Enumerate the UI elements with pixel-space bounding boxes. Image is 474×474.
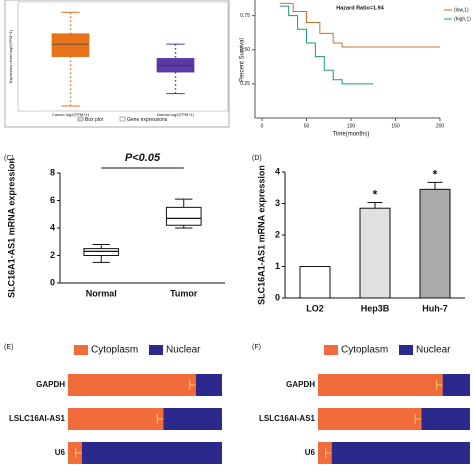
bar-segment <box>68 442 82 464</box>
y-tick-label: 0.25 <box>240 81 250 87</box>
bar <box>419 188 451 299</box>
legend-label: Nuclear <box>166 345 201 356</box>
panel-label: (F) <box>252 344 261 351</box>
bar-segment <box>318 374 443 396</box>
panel-label: (E) <box>4 344 13 351</box>
y-tick-label: U6 <box>305 448 316 457</box>
x-tick-label: Hep3B <box>361 303 390 313</box>
box <box>165 206 202 226</box>
x-axis-label: Time(months) <box>333 132 370 138</box>
bar-segment <box>318 442 332 464</box>
x-tick-label: Tumor <box>170 288 198 298</box>
y-tick-label: LSLC16AI-AS1 <box>259 414 316 423</box>
y-tick-label: U6 <box>55 448 66 457</box>
y-tick-label: GAPDH <box>286 380 315 389</box>
y-tick-label: 8 <box>50 167 55 177</box>
bar-segment <box>81 442 222 464</box>
y-tick-label: 0 <box>50 277 55 287</box>
y-tick-label: 4 <box>50 222 55 232</box>
legend-swatch <box>399 345 413 355</box>
annotation: P<0.05 <box>125 152 161 164</box>
box <box>83 248 120 256</box>
bar-segment <box>195 374 222 396</box>
bar <box>299 266 331 299</box>
bar-segment <box>442 374 470 396</box>
panel-label: (D) <box>252 155 262 162</box>
panel-label: (C) <box>4 155 14 162</box>
legend-swatch <box>74 345 88 355</box>
x-tick-label: Normal <box>86 288 117 298</box>
y-tick-label: 2 <box>50 250 55 260</box>
y-tick-label: 2 <box>275 229 280 239</box>
x-tick-label: 100 <box>347 123 356 129</box>
y-axis-label: Expression level log2(TPM+1) <box>8 29 13 83</box>
bar-segment <box>421 408 470 430</box>
bar <box>359 207 391 299</box>
y-tick-label: 0.50 <box>240 47 250 53</box>
y-axis-label: SLC16A1-AS1 mRNA expression <box>256 165 266 305</box>
y-axis-label: SLC16A1-AS1 mRNA expression <box>6 158 16 298</box>
legend-swatch <box>119 116 126 122</box>
survival-line <box>279 2 440 48</box>
y-tick-label: 6 <box>50 195 55 205</box>
x-tick-label: 50 <box>304 123 310 129</box>
plot-frame <box>17 1 229 112</box>
y-tick-label: GAPDH <box>36 380 65 389</box>
legend-label: Cytoplasm <box>91 345 138 356</box>
legend-swatch <box>324 345 338 355</box>
y-axis-label: Percent Survival <box>240 38 246 82</box>
box <box>51 33 90 57</box>
legend-swatch <box>77 116 84 122</box>
bar-segment <box>163 408 222 430</box>
y-tick-label: LSLC16AI-AS1 <box>9 414 66 423</box>
bar-segment <box>68 408 164 430</box>
significance: * <box>373 188 378 202</box>
legend-label: (low,1) <box>454 7 469 13</box>
legend-swatch <box>149 345 163 355</box>
x-tick-label: Cancer log2(TPM+1) <box>52 112 90 117</box>
y-tick-label: 4 <box>275 166 280 176</box>
legend-label: Gene expressions <box>127 117 168 123</box>
bar-segment <box>68 374 196 396</box>
x-tick-label: 200 <box>436 123 445 129</box>
legend-label: (high,1) <box>454 16 471 22</box>
y-tick-label: 0 <box>275 292 280 302</box>
legend-label: Cytoplasm <box>341 345 388 356</box>
x-tick-label: 0 <box>261 123 264 129</box>
y-tick-label: 3 <box>275 198 280 208</box>
bar-segment <box>331 442 470 464</box>
significance: * <box>433 168 438 182</box>
box <box>156 58 195 73</box>
x-tick-label: LO2 <box>306 303 324 313</box>
bar-segment <box>318 408 422 430</box>
y-tick-label: 1 <box>275 261 280 271</box>
x-tick-label: Huh-7 <box>422 303 448 313</box>
legend-label: Nuclear <box>416 345 451 356</box>
x-tick-label: 150 <box>391 123 400 129</box>
annotation: Hazard Ratio=1.94 <box>336 5 384 11</box>
y-tick-label: 0.75 <box>240 13 250 19</box>
panel-frame <box>4 0 230 128</box>
x-tick-label: Normal log2(TPM+1) <box>157 112 195 117</box>
legend-label: Box plot <box>85 117 104 123</box>
survival-line <box>279 5 374 85</box>
